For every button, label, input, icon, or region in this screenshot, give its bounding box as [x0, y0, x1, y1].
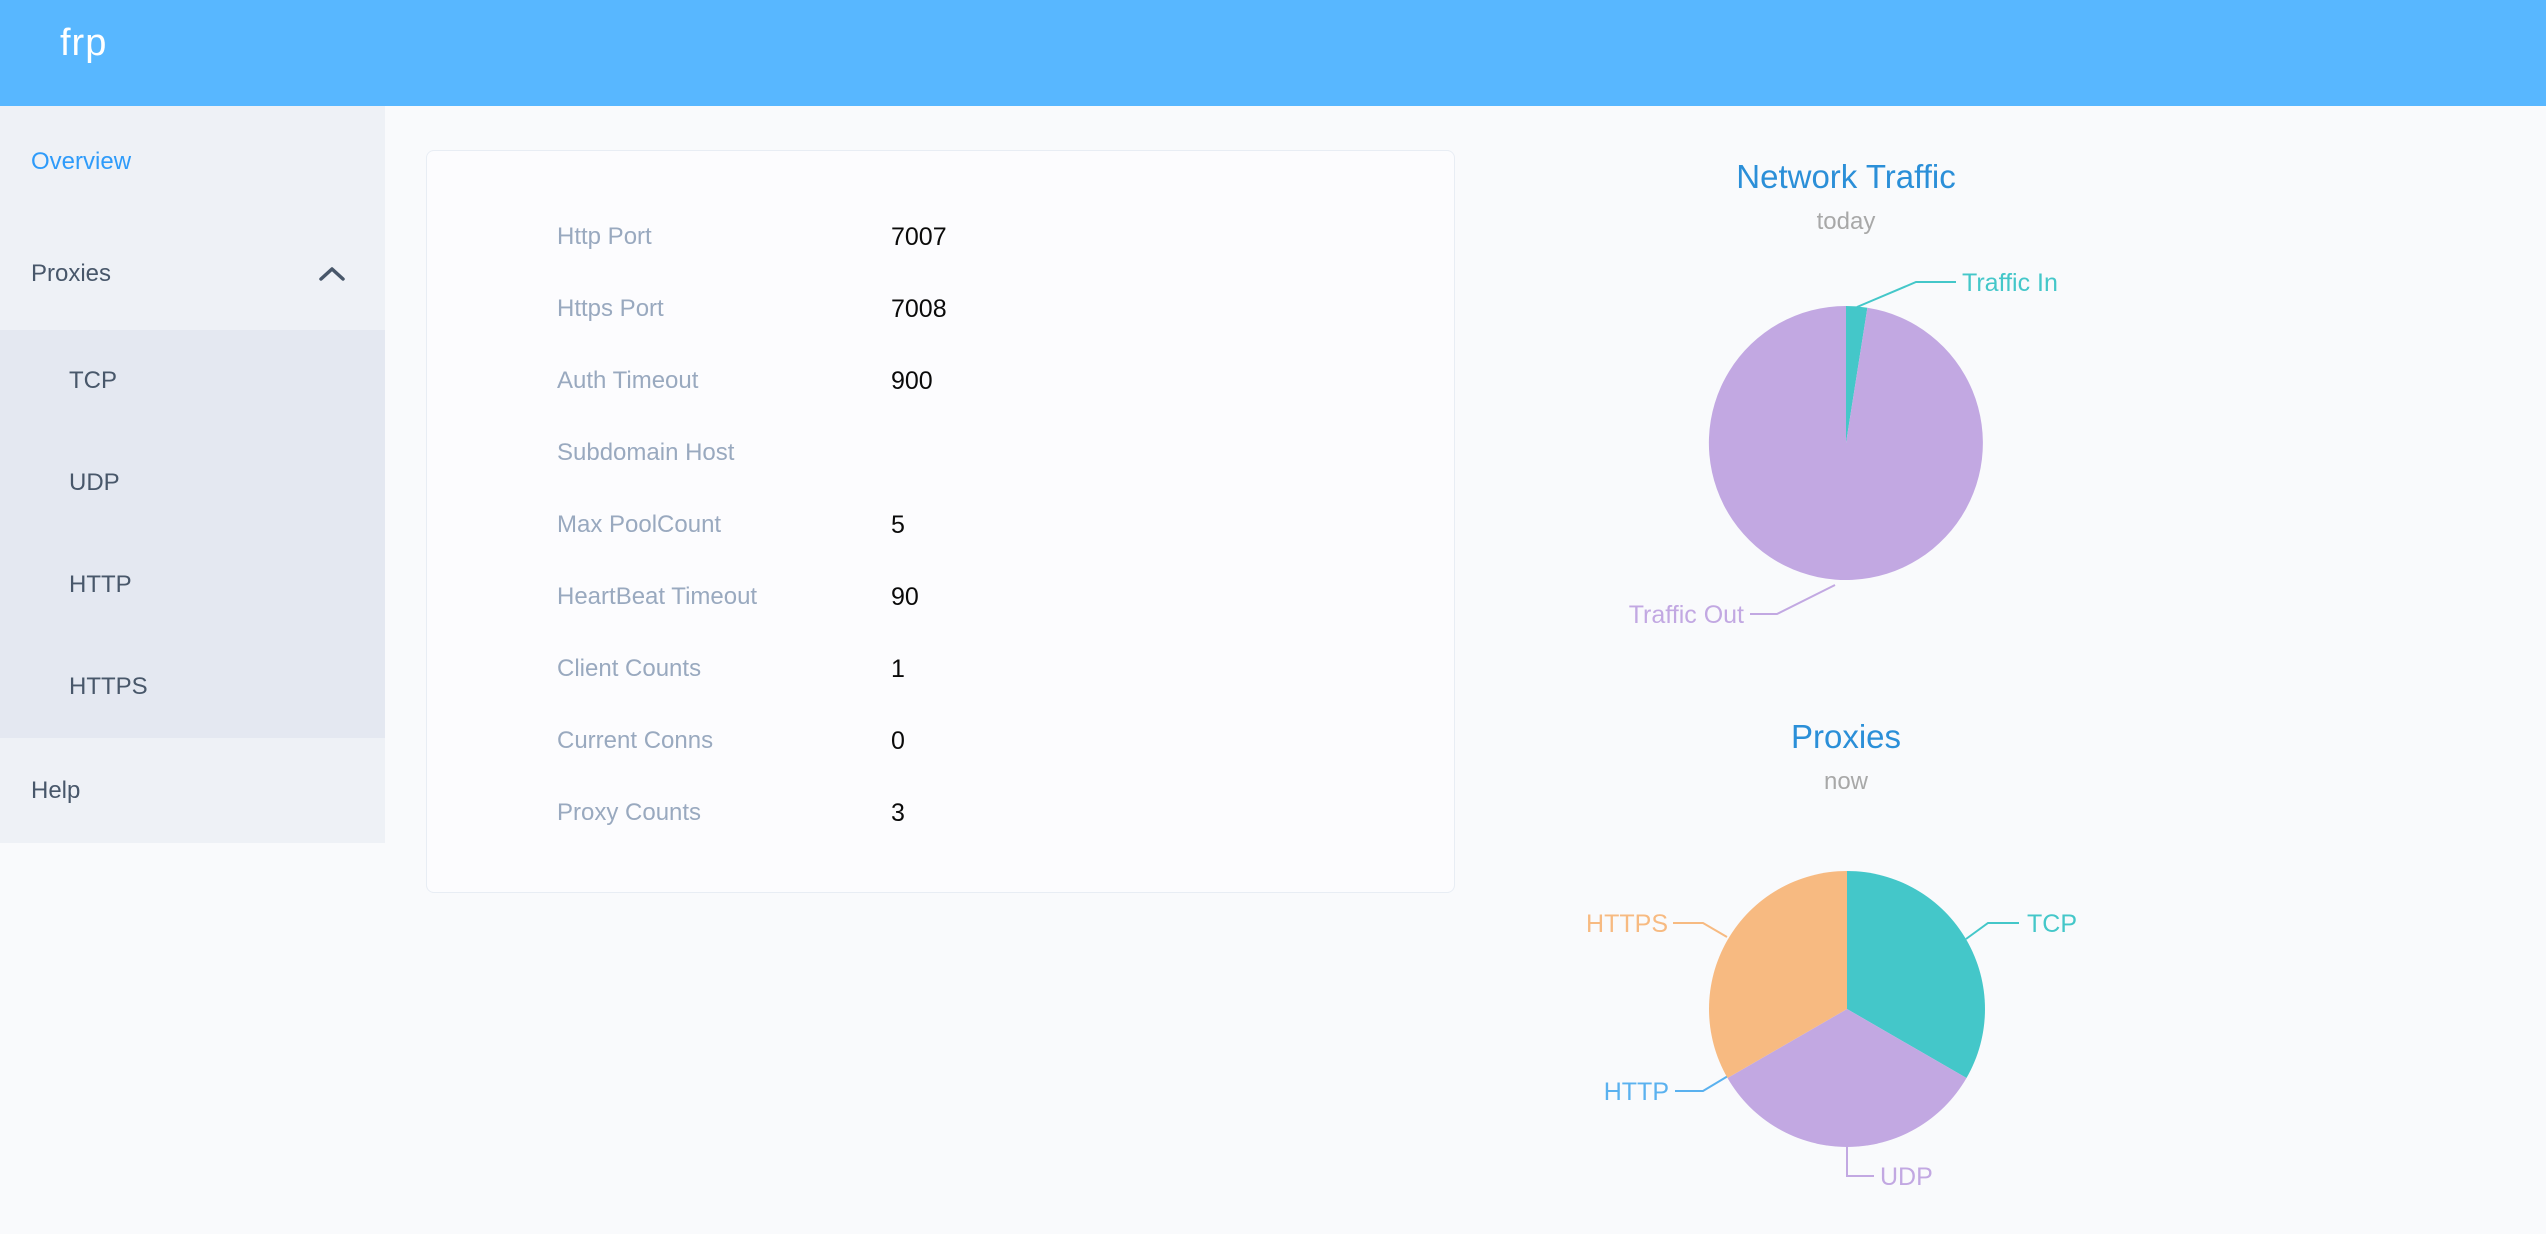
pie-slice-udp — [1727, 1009, 1967, 1147]
config-row: Https Port 7008 — [427, 273, 1454, 345]
sidebar-item-proxies[interactable]: Proxies — [0, 218, 385, 330]
server-config-list: Http Port 7007 Https Port 7008 Auth Timeout 9… — [427, 201, 1454, 849]
sidebar-item-udp[interactable]: UDP — [0, 432, 385, 534]
pie-slice-traffic-in — [1846, 306, 1868, 443]
pie-label-line — [1965, 922, 2019, 940]
sidebar-item-help[interactable]: Help — [0, 738, 385, 843]
chart-subtitle: now — [1823, 768, 1869, 795]
app-logo: frp — [60, 22, 108, 64]
config-label: Proxy Counts — [557, 799, 702, 826]
proxies-chart: Proxies now TCP UDP HTTP HTTPS — [1476, 700, 2216, 1234]
chart-title: Network Traffic — [1736, 158, 1956, 195]
config-value: 900 — [891, 366, 933, 395]
config-label: Current Conns — [557, 727, 714, 754]
config-label: Subdomain Host — [557, 439, 735, 466]
sidebar-item-label: Help — [31, 776, 81, 804]
sidebar-item-tcp[interactable]: TCP — [0, 330, 385, 432]
proxies-pie: TCP UDP HTTP HTTPS — [1586, 871, 2077, 1191]
pie-label-http: HTTP — [1604, 1078, 1669, 1106]
config-row: Http Port 7007 — [427, 201, 1454, 273]
config-label: Client Counts — [557, 655, 702, 682]
sidebar: Overview Proxies TCP UDP HTTP HTTPS Help — [0, 106, 385, 843]
chart-subtitle: today — [1816, 208, 1876, 235]
header-bar: frp — [0, 0, 2546, 106]
pie-slice-tcp — [1847, 871, 1985, 1078]
pie-label-line — [1675, 1075, 1729, 1092]
config-label: HeartBeat Timeout — [557, 583, 758, 610]
sidebar-item-label: TCP — [69, 367, 117, 394]
sidebar-item-label: HTTPS — [69, 673, 148, 700]
sidebar-item-label: Proxies — [31, 260, 112, 287]
config-row: Auth Timeout 900 — [427, 345, 1454, 417]
config-row: Max PoolCount 5 — [427, 489, 1454, 561]
pie-label-udp: UDP — [1880, 1163, 1933, 1191]
config-row: Client Counts 1 — [427, 633, 1454, 705]
network-traffic-chart: Network Traffic today Traffic In Traffic … — [1476, 140, 2216, 680]
chart-title: Proxies — [1790, 718, 1902, 755]
pie-label-traffic-out: Traffic Out — [1629, 601, 1744, 629]
config-value: 90 — [891, 582, 919, 611]
pie-label-tcp: TCP — [2027, 910, 2077, 938]
pie-slice-traffic-out — [1708, 305, 1983, 580]
config-row: Subdomain Host — [427, 417, 1454, 489]
network-traffic-pie: Traffic In Traffic Out — [1629, 269, 2058, 629]
config-row: HeartBeat Timeout 90 — [427, 561, 1454, 633]
config-label: Max PoolCount — [557, 511, 722, 538]
pie-label-line — [1856, 281, 1956, 308]
config-label: Auth Timeout — [557, 367, 699, 394]
pie-label-https: HTTPS — [1586, 910, 1668, 938]
sidebar-item-overview[interactable]: Overview — [0, 106, 385, 218]
config-value: 7008 — [891, 294, 947, 323]
chevron-up-icon — [319, 267, 345, 281]
config-value: 1 — [891, 654, 905, 683]
config-label: Http Port — [557, 223, 652, 250]
sidebar-item-label: HTTP — [69, 571, 132, 598]
config-row: Proxy Counts 3 — [427, 777, 1454, 849]
config-label: Https Port — [557, 295, 664, 322]
config-value: 5 — [891, 510, 905, 539]
pie-label-traffic-in: Traffic In — [1962, 269, 2058, 297]
config-value: 3 — [891, 798, 905, 827]
sidebar-submenu-proxies: TCP UDP HTTP HTTPS — [0, 330, 385, 738]
pie-label-line — [1750, 584, 1836, 615]
config-row: Current Conns 0 — [427, 705, 1454, 777]
sidebar-item-label: UDP — [69, 469, 120, 496]
config-value: 0 — [891, 726, 905, 755]
sidebar-item-https[interactable]: HTTPS — [0, 636, 385, 738]
sidebar-item-http[interactable]: HTTP — [0, 534, 385, 636]
sidebar-item-label: Overview — [31, 148, 132, 175]
pie-label-line — [1846, 1147, 1874, 1177]
pie-label-line — [1673, 922, 1728, 938]
pie-slice-https — [1709, 871, 1847, 1078]
config-value: 7007 — [891, 222, 947, 251]
server-overview-card: Http Port 7007 Https Port 7008 Auth Timeout 9… — [426, 150, 1455, 893]
